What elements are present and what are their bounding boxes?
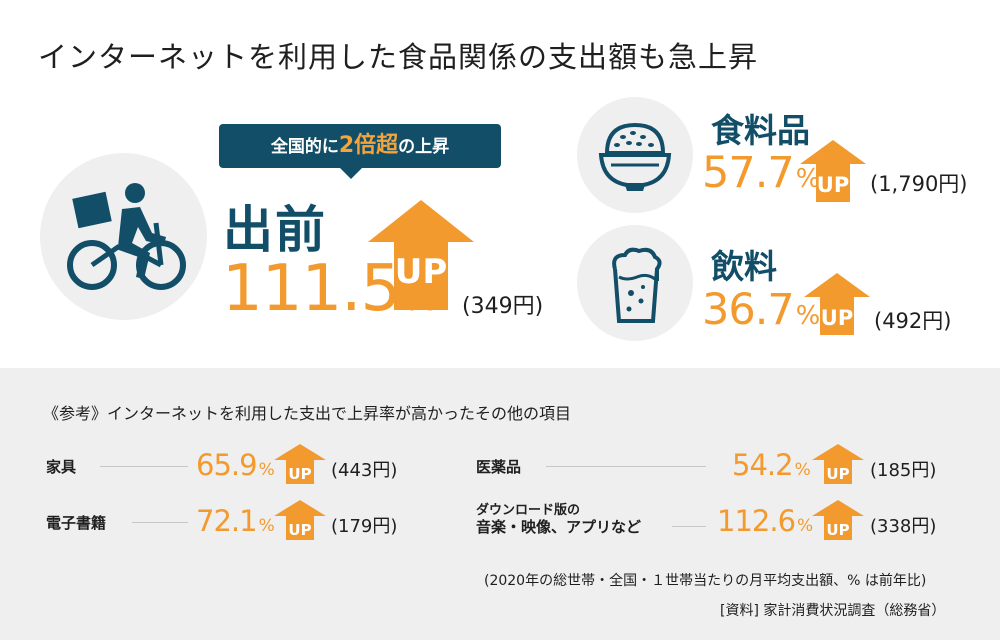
rice-bowl-icon [598,122,672,191]
delivery-label: 出前 [223,201,327,259]
furniture-leader-line [100,466,188,467]
ebook-up-text: UP [288,521,311,539]
delivery-percent-value: 111.5 [222,252,401,326]
bubble-suffix: の上昇 [398,137,450,157]
download-label-line2: 音楽・映像、アプリなど [476,518,642,536]
furniture-percent-unit: % [258,460,275,480]
beer-glass-icon [612,247,662,323]
ebook-percent-value: 72.1 [196,504,258,538]
furniture-label: 家具 [46,458,77,476]
ebook-up-arrow: UP [274,500,326,540]
drink-amount: (492円) [874,309,952,333]
delivery-up-text: UP [395,252,448,292]
food-amount: (1,790円) [870,172,968,196]
medicine-up-text: UP [826,465,849,483]
drink-label: 飲料 [711,247,777,286]
download-up-arrow: UP [812,500,864,540]
footnote: (2020年の総世帯・全国・１世帯当たりの月平均支出額、% は前年比) [484,573,927,589]
download-leader-line [672,526,706,527]
delivery-amount: (349円) [462,294,544,319]
download-percent-unit: % [797,516,813,536]
furniture-amount: (443円) [331,460,398,481]
furniture-percent-value: 65.9 [196,448,258,482]
bubble-prefix: 全国的に [270,137,339,157]
source-note: [資料] 家計消費状況調査（総務省） [720,603,946,619]
drink-percent-unit: % [795,301,820,331]
furniture-percent: 65.9% [196,448,275,482]
bubble-highlight: 2倍超 [338,133,399,158]
ebook-percent-unit: % [258,516,275,536]
medicine-percent: 54.2% [732,448,811,482]
delivery-percent: 111.5% [222,252,439,326]
page-title: インターネットを利用した食品関係の支出額も急上昇 [38,40,759,74]
medicine-up-arrow: UP [812,444,864,484]
drink-up-text: UP [821,306,853,330]
ebook-percent: 72.1% [196,504,275,538]
ebook-amount: (179円) [331,516,398,537]
reference-title: 《参考》インターネットを利用した支出で上昇率が高かったその他の項目 [43,404,572,423]
food-up-text: UP [817,173,849,197]
food-up-arrow: UP [800,140,866,202]
highlight-bubble: 全国的に2倍超の上昇 [219,124,501,168]
drink-percent-value: 36.7 [702,285,795,335]
delivery-up-arrow: UP [368,200,474,310]
food-label: 食料品 [711,111,810,150]
drink-up-arrow: UP [804,273,870,335]
food-percent-value: 57.7 [702,148,795,198]
download-percent: 112.6% [717,504,813,538]
medicine-percent-unit: % [794,460,811,480]
furniture-up-text: UP [288,465,311,483]
bubble-tail [340,168,362,179]
ebook-label: 電子書籍 [46,514,107,532]
food-icon-circle [577,97,693,213]
medicine-amount: (185円) [870,460,937,481]
medicine-percent-value: 54.2 [732,448,794,482]
drink-icon-circle [577,225,693,341]
medicine-leader-line [546,466,706,467]
download-label-line1: ダウンロード版の [476,503,581,518]
medicine-label: 医薬品 [476,458,522,476]
delivery-bicycle-icon [67,183,186,290]
download-up-text: UP [826,521,849,539]
furniture-up-arrow: UP [274,444,326,484]
ebook-leader-line [132,522,188,523]
delivery-icon-circle [40,153,207,320]
download-percent-value: 112.6 [717,504,796,538]
download-amount: (338円) [870,516,937,537]
drink-percent: 36.7% [702,285,820,335]
